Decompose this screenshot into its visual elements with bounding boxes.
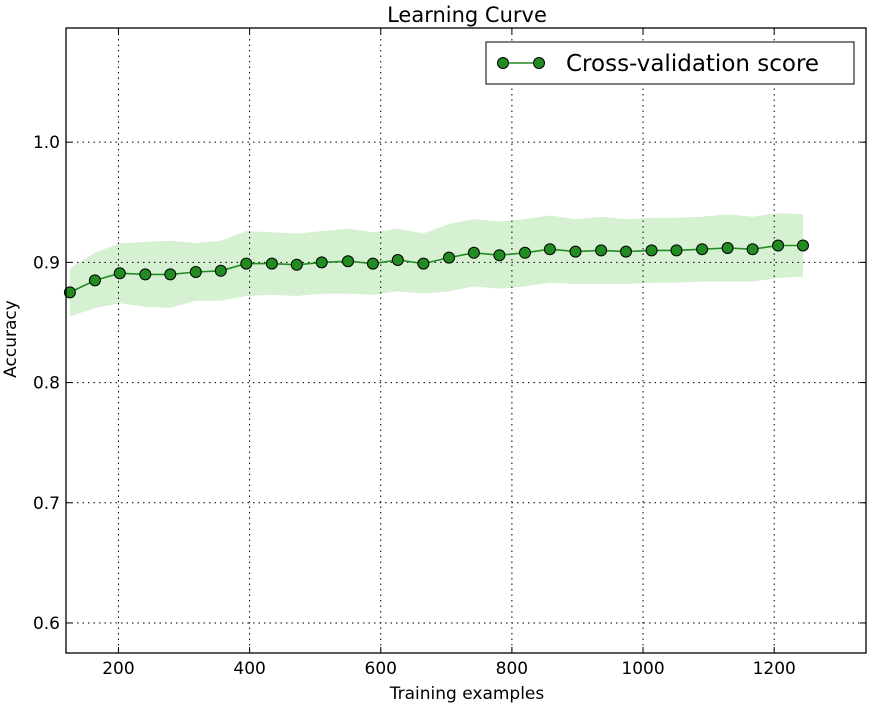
y-tick-label: 1.0 <box>33 133 60 153</box>
y-tick-label: 0.6 <box>33 614 60 634</box>
x-tick-label: 200 <box>102 659 134 679</box>
data-point <box>290 258 303 271</box>
data-point <box>519 246 531 259</box>
tick-mark-layer <box>66 28 866 653</box>
x-tick-label: 1000 <box>621 659 664 679</box>
data-point <box>670 244 683 257</box>
y-axis-title: Accuracy <box>1 300 21 378</box>
data-point <box>214 264 227 277</box>
data-point <box>493 249 506 262</box>
legend: Cross-validation score <box>485 41 855 85</box>
data-point <box>63 286 76 299</box>
y-tick-labels: 0.6 0.7 0.8 0.9 1.0 <box>33 133 60 634</box>
data-point <box>265 257 278 270</box>
data-point <box>189 266 202 278</box>
x-tick-label: 800 <box>496 659 528 679</box>
data-point <box>139 268 152 281</box>
x-axis-title: Training examples <box>389 684 545 704</box>
legend-marker-left <box>497 57 509 69</box>
data-point <box>366 257 379 270</box>
data-point <box>467 246 480 259</box>
data-point <box>721 242 734 254</box>
data-point <box>746 243 759 256</box>
x-tick-label: 400 <box>233 659 265 679</box>
data-point <box>620 245 632 258</box>
data-point <box>569 245 582 258</box>
x-tick-label: 600 <box>365 659 397 679</box>
data-point <box>543 243 556 256</box>
data-point <box>772 239 785 252</box>
y-tick-label: 0.7 <box>33 494 60 514</box>
y-tick-label: 0.9 <box>33 253 60 273</box>
confidence-band-layer <box>69 213 803 317</box>
x-tick-labels: 200 400 600 800 1000 1200 <box>102 659 796 679</box>
data-point <box>240 257 253 270</box>
grid-layer <box>66 28 866 653</box>
data-point <box>595 244 608 257</box>
x-tick-label: 1200 <box>753 659 796 679</box>
data-point <box>797 239 809 252</box>
confidence-band <box>69 213 803 317</box>
data-point <box>113 267 126 280</box>
plot-area <box>63 27 867 654</box>
data-point <box>696 243 709 256</box>
plot-frame <box>65 27 867 654</box>
y-tick-label: 0.8 <box>33 374 60 394</box>
data-point <box>315 256 328 269</box>
data-point <box>391 254 404 266</box>
data-point <box>164 268 177 281</box>
data-point <box>417 257 430 270</box>
data-point <box>443 251 455 264</box>
data-point <box>342 255 354 268</box>
data-point <box>88 274 101 287</box>
legend-label: Cross-validation score <box>566 51 819 77</box>
data-point <box>645 244 658 257</box>
legend-box <box>485 41 855 85</box>
chart-title: Learning Curve <box>387 3 547 27</box>
legend-marker-right <box>533 57 545 69</box>
series-marker-layer <box>63 239 809 299</box>
